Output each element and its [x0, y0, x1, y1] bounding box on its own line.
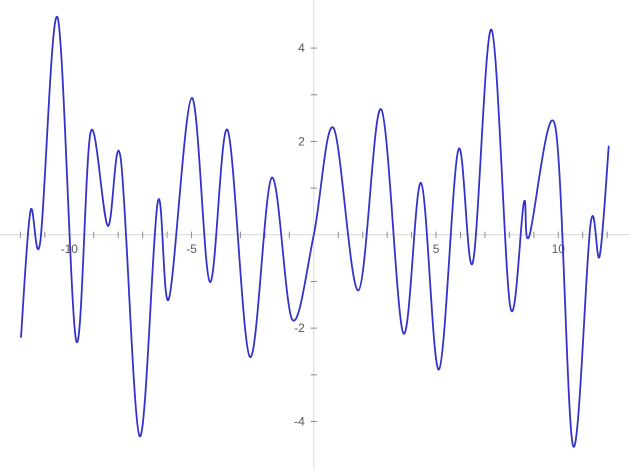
svg-text:-4: -4: [294, 414, 305, 428]
svg-text:-5: -5: [186, 242, 197, 256]
svg-text:-2: -2: [294, 321, 305, 335]
svg-text:4: 4: [298, 41, 305, 55]
svg-text:2: 2: [298, 134, 305, 148]
svg-text:5: 5: [433, 242, 440, 256]
